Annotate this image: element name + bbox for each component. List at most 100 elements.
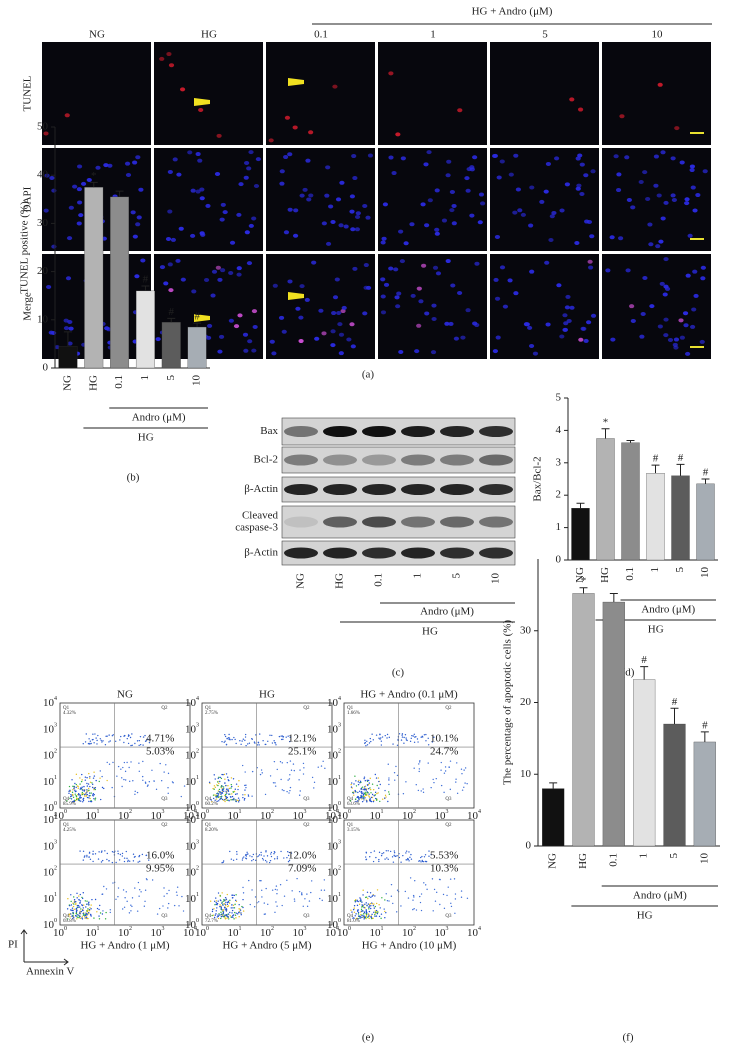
event-dot bbox=[208, 781, 211, 784]
event-dot bbox=[369, 777, 371, 780]
event-dot bbox=[363, 789, 366, 791]
nucleus bbox=[494, 296, 501, 301]
event-dot bbox=[222, 790, 225, 792]
event-dot bbox=[120, 768, 122, 770]
event-dot bbox=[224, 904, 227, 907]
nucleus bbox=[305, 158, 311, 163]
event-dot bbox=[396, 889, 399, 891]
nucleus bbox=[663, 257, 669, 262]
event-dot bbox=[77, 906, 79, 908]
blot-strip bbox=[281, 417, 516, 446]
event-dot bbox=[144, 900, 146, 903]
event-dot bbox=[88, 797, 90, 799]
y-tick-label: 40 bbox=[37, 169, 49, 181]
error-bar bbox=[676, 463, 685, 476]
nucleus bbox=[474, 261, 480, 266]
event-dot bbox=[354, 790, 357, 793]
event-dot bbox=[418, 768, 421, 770]
event-dot bbox=[129, 736, 132, 739]
x-tick-label: 103 bbox=[435, 926, 449, 938]
nucleus bbox=[200, 232, 206, 237]
event-dot bbox=[142, 760, 144, 763]
event-dot bbox=[111, 735, 114, 737]
y-tick-label: 104 bbox=[327, 696, 341, 708]
band-label: Bax bbox=[260, 425, 278, 437]
y-tick-label: 102 bbox=[185, 866, 199, 878]
event-dot bbox=[424, 860, 427, 863]
nucleus bbox=[350, 344, 356, 349]
nucleus bbox=[352, 266, 358, 271]
event-dot bbox=[371, 796, 374, 799]
event-dot bbox=[221, 901, 223, 903]
y-tick-label: 100 bbox=[185, 801, 199, 813]
event-dot bbox=[72, 909, 74, 912]
nucleus bbox=[689, 164, 696, 169]
event-dot bbox=[415, 736, 417, 738]
event-dot bbox=[167, 902, 170, 905]
event-dot bbox=[266, 855, 269, 857]
event-dot bbox=[237, 785, 240, 788]
event-dot bbox=[251, 860, 253, 862]
quadrant-value: 3.15% bbox=[347, 828, 360, 833]
event-dot bbox=[80, 910, 83, 913]
event-dot bbox=[270, 855, 273, 858]
blot-band bbox=[401, 547, 435, 559]
event-dot bbox=[363, 795, 366, 798]
event-dot bbox=[449, 788, 452, 791]
tick-exponent: 1 bbox=[239, 926, 242, 932]
nucleus bbox=[575, 186, 581, 191]
event-dot bbox=[84, 795, 86, 797]
nucleus bbox=[195, 189, 201, 194]
event-dot bbox=[366, 784, 369, 786]
nucleus bbox=[507, 278, 513, 283]
event-dot bbox=[120, 735, 122, 738]
nucleus bbox=[663, 200, 669, 205]
event-dot bbox=[362, 788, 364, 791]
event-dot bbox=[401, 736, 404, 738]
panel-label: (a) bbox=[362, 369, 375, 381]
nucleus bbox=[103, 163, 109, 168]
event-dot bbox=[367, 788, 370, 790]
event-dot bbox=[387, 800, 389, 803]
event-dot bbox=[385, 893, 387, 895]
event-dot bbox=[362, 913, 365, 915]
nucleus bbox=[199, 196, 205, 201]
event-dot bbox=[93, 793, 95, 796]
event-dot bbox=[70, 913, 72, 915]
nucleus bbox=[424, 311, 430, 316]
event-dot bbox=[368, 742, 371, 744]
y-axis-title: TUNEL positive (%) bbox=[19, 201, 31, 294]
nucleus bbox=[648, 242, 654, 247]
event-dot bbox=[275, 901, 277, 903]
tick-exponent: 1 bbox=[196, 775, 199, 781]
event-dot bbox=[85, 733, 87, 735]
event-dot bbox=[111, 861, 114, 864]
event-dot bbox=[137, 861, 139, 863]
event-dot bbox=[108, 860, 110, 862]
tick-exponent: 0 bbox=[196, 801, 199, 807]
nucleus bbox=[299, 284, 305, 289]
x-tick-label: NG bbox=[547, 853, 559, 869]
x-tick-label: 100 bbox=[195, 809, 209, 821]
y-tick-label: 30 bbox=[37, 217, 49, 229]
event-dot bbox=[320, 889, 323, 891]
event-dot bbox=[280, 735, 282, 737]
event-dot bbox=[349, 800, 352, 802]
event-dot bbox=[230, 777, 233, 779]
event-dot bbox=[240, 743, 242, 746]
event-dot bbox=[223, 902, 225, 905]
event-dot bbox=[371, 733, 373, 735]
event-dot bbox=[353, 905, 356, 907]
event-dot bbox=[79, 911, 81, 914]
event-dot bbox=[378, 787, 380, 789]
event-dot bbox=[230, 799, 232, 801]
event-dot bbox=[138, 895, 140, 897]
nucleus bbox=[420, 202, 426, 207]
event-dot bbox=[90, 742, 92, 745]
event-dot bbox=[301, 894, 303, 896]
event-dot bbox=[278, 735, 281, 738]
event-dot bbox=[85, 917, 87, 919]
y-tick-label: 2 bbox=[556, 489, 562, 501]
event-dot bbox=[393, 854, 395, 857]
event-dot bbox=[222, 788, 225, 790]
